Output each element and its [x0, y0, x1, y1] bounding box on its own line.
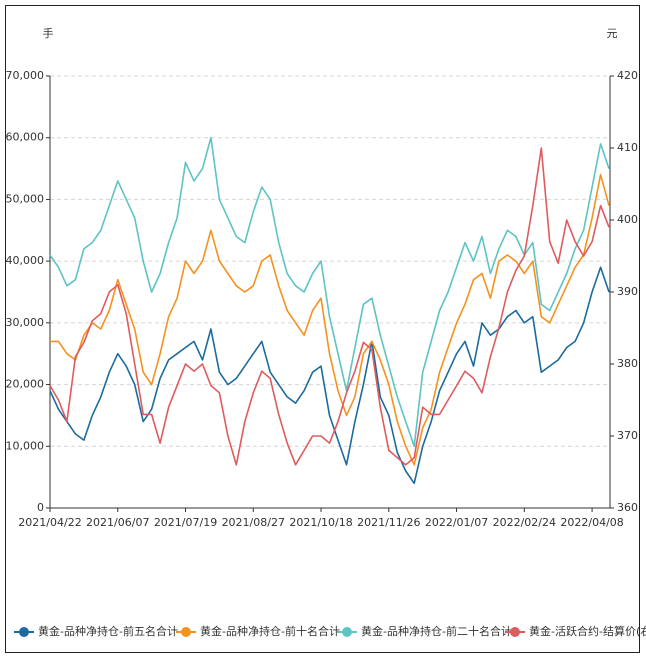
y-tick-label: 30,000 — [6, 316, 45, 329]
x-tick-label: 2022/02/24 — [493, 516, 556, 529]
legend-label: 黄金-品种净持仓-前五名合计 — [38, 624, 178, 638]
frame — [5, 5, 640, 653]
x-tick-label: 2021/06/07 — [86, 516, 149, 529]
y-tick-label: 0 — [37, 501, 44, 514]
y2-tick-label: 360 — [617, 501, 638, 514]
y2-axis-unit: 元 — [607, 27, 618, 40]
y-tick-label: 70,000 — [6, 69, 45, 82]
legend-marker — [181, 627, 191, 637]
y2-tick-label: 390 — [617, 285, 638, 298]
x-tick-label: 2021/07/19 — [154, 516, 217, 529]
x-tick-label: 2022/01/07 — [425, 516, 488, 529]
x-tick-label: 2021/11/26 — [357, 516, 420, 529]
legend-marker — [510, 627, 520, 637]
legend-marker — [19, 627, 29, 637]
x-tick-label: 2021/04/22 — [18, 516, 81, 529]
legend-label: 黄金-活跃合约-结算价(右) — [529, 624, 646, 638]
legend-label: 黄金-品种净持仓-前二十名合计 — [361, 624, 512, 638]
y2-tick-label: 380 — [617, 357, 638, 370]
legend-marker — [342, 627, 352, 637]
series-line — [49, 147, 610, 466]
y2-tick-label: 420 — [617, 69, 638, 82]
x-tick-label: 2021/08/27 — [222, 516, 285, 529]
series-line — [49, 266, 610, 485]
y-tick-label: 10,000 — [6, 439, 45, 452]
y2-tick-label: 370 — [617, 429, 638, 442]
y2-tick-label: 410 — [617, 141, 638, 154]
x-tick-label: 2021/10/18 — [289, 516, 352, 529]
legend-label: 黄金-品种净持仓-前十名合计 — [200, 624, 340, 638]
x-tick-label: 2022/04/08 — [560, 516, 623, 529]
y2-tick-label: 400 — [617, 213, 638, 226]
series-line — [50, 173, 610, 466]
y-tick-label: 20,000 — [6, 378, 45, 391]
y-tick-label: 60,000 — [6, 131, 45, 144]
y-axis-unit: 手 — [43, 26, 54, 40]
y-tick-label: 50,000 — [6, 192, 45, 205]
y-tick-label: 40,000 — [6, 254, 45, 267]
series-line — [49, 136, 610, 448]
